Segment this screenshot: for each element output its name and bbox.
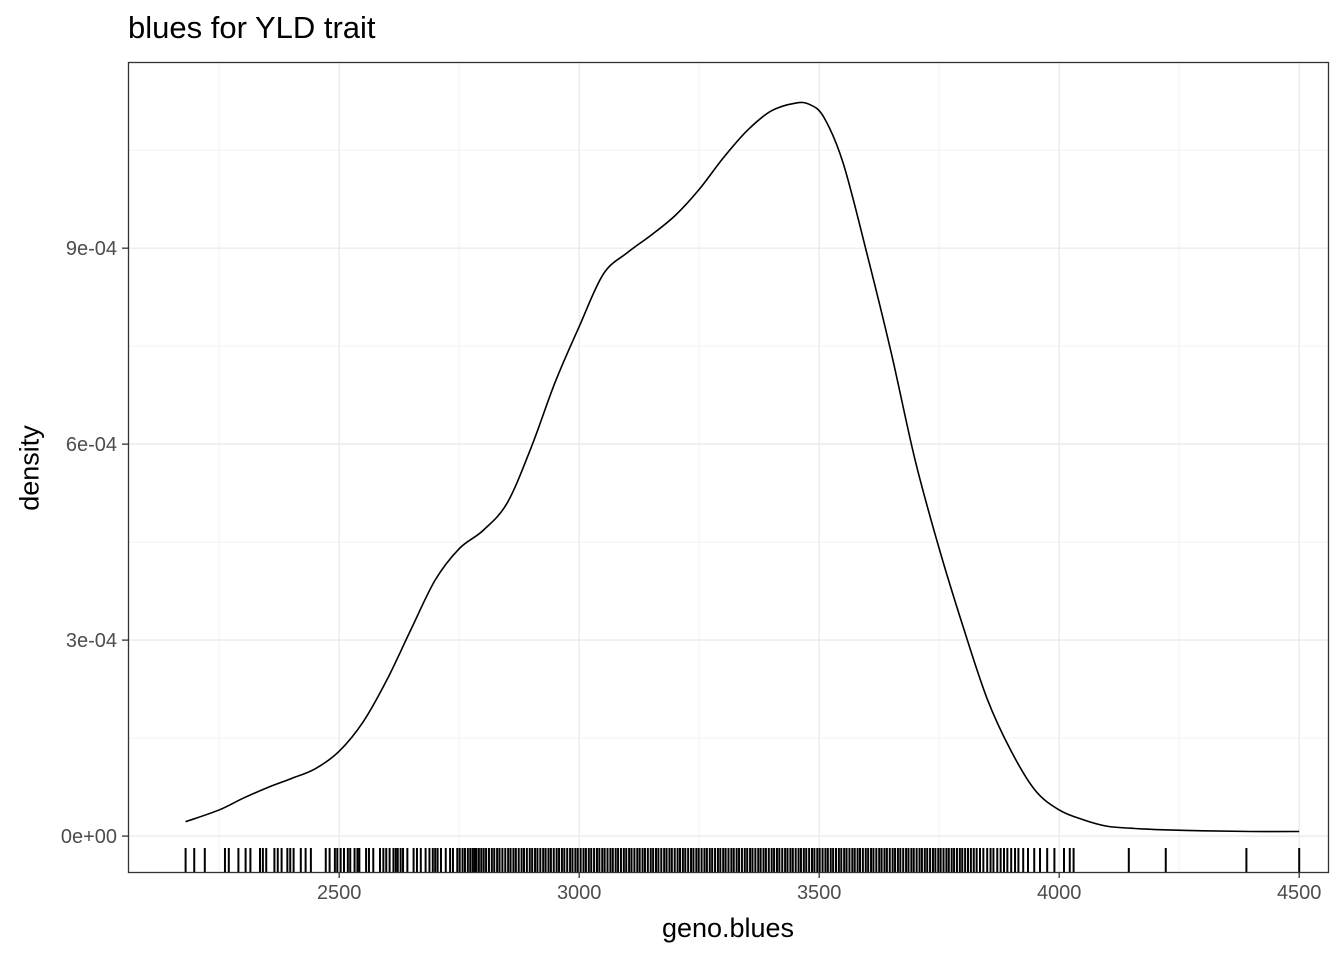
rug-marks [184, 848, 1301, 872]
grid-major [128, 62, 1328, 872]
density-line-0 [185, 101, 1300, 833]
y-axis-label: density [14, 425, 45, 511]
x-tick-label: 3500 [797, 882, 842, 904]
plot-border [127, 61, 1330, 874]
x-axis-label: geno.blues [661, 913, 795, 943]
y-tick-label: 9e-04 [66, 238, 117, 260]
x-tick-label: 3000 [557, 882, 602, 904]
x-axis: 2500 3000 3500 4000 4500 [317, 872, 1321, 904]
x-tick-label: 4000 [1037, 882, 1082, 904]
y-tick-label: 0e+00 [61, 826, 117, 848]
y-tick-label: 6e-04 [66, 434, 117, 456]
x-tick-label: 2500 [317, 882, 362, 904]
x-tick-label: 4500 [1277, 882, 1322, 904]
density-lines [185, 101, 1300, 833]
grid-minor [128, 62, 1328, 872]
y-axis: 0e+00 3e-04 6e-04 9e-04 [61, 238, 128, 848]
y-tick-label: 3e-04 [66, 630, 117, 652]
plot-background [128, 62, 1328, 872]
chart-title: blues for YLD trait [128, 10, 376, 45]
